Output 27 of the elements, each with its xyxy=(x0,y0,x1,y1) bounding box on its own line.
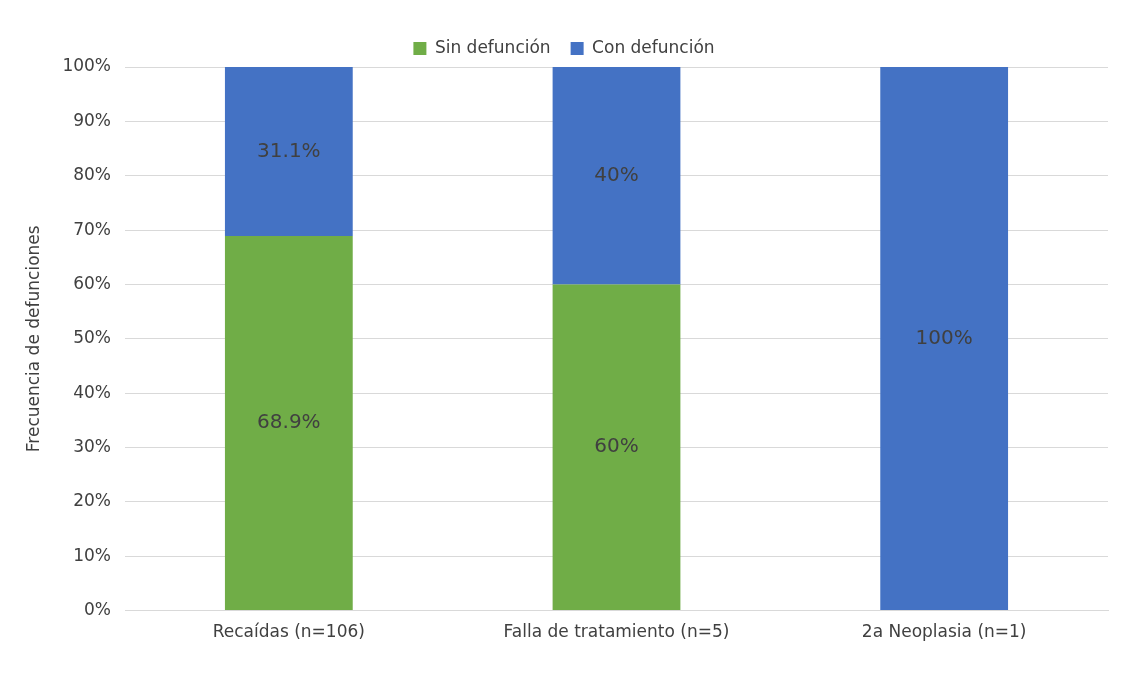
x-tick-label: Falla de tratamiento (n=5) xyxy=(503,621,730,642)
y-tick-label: 0% xyxy=(84,599,111,620)
legend-label: Sin defunción xyxy=(434,36,551,57)
y-tick-label: 30% xyxy=(73,435,111,456)
y-tick-label: 20% xyxy=(73,490,111,511)
y-tick-label: 50% xyxy=(73,327,111,348)
bar xyxy=(224,236,353,611)
legend-label: Con defunción xyxy=(592,36,715,57)
y-tick-label: 60% xyxy=(73,272,111,293)
bar xyxy=(880,67,1009,611)
x-tick-label: Recaídas (n=106) xyxy=(212,621,365,642)
y-tick-label: 40% xyxy=(73,381,111,402)
data-label: 100% xyxy=(915,324,973,349)
bar xyxy=(552,67,681,285)
y-tick-label: 10% xyxy=(73,544,111,565)
y-tick-label: 80% xyxy=(73,164,111,185)
data-label: 68.9% xyxy=(257,409,321,434)
data-label: 31.1% xyxy=(257,137,321,162)
y-tick-label: 100% xyxy=(62,55,111,76)
data-label: 60% xyxy=(594,433,639,458)
y-axis-title: Frecuencia de defunciones xyxy=(22,225,43,453)
bar xyxy=(224,67,353,237)
x-tick-label: 2a Neoplasia (n=1) xyxy=(861,621,1027,642)
y-tick-label: 90% xyxy=(73,109,111,130)
bar xyxy=(552,284,681,611)
data-label: 40% xyxy=(594,161,639,186)
y-tick-label: 70% xyxy=(73,218,111,239)
